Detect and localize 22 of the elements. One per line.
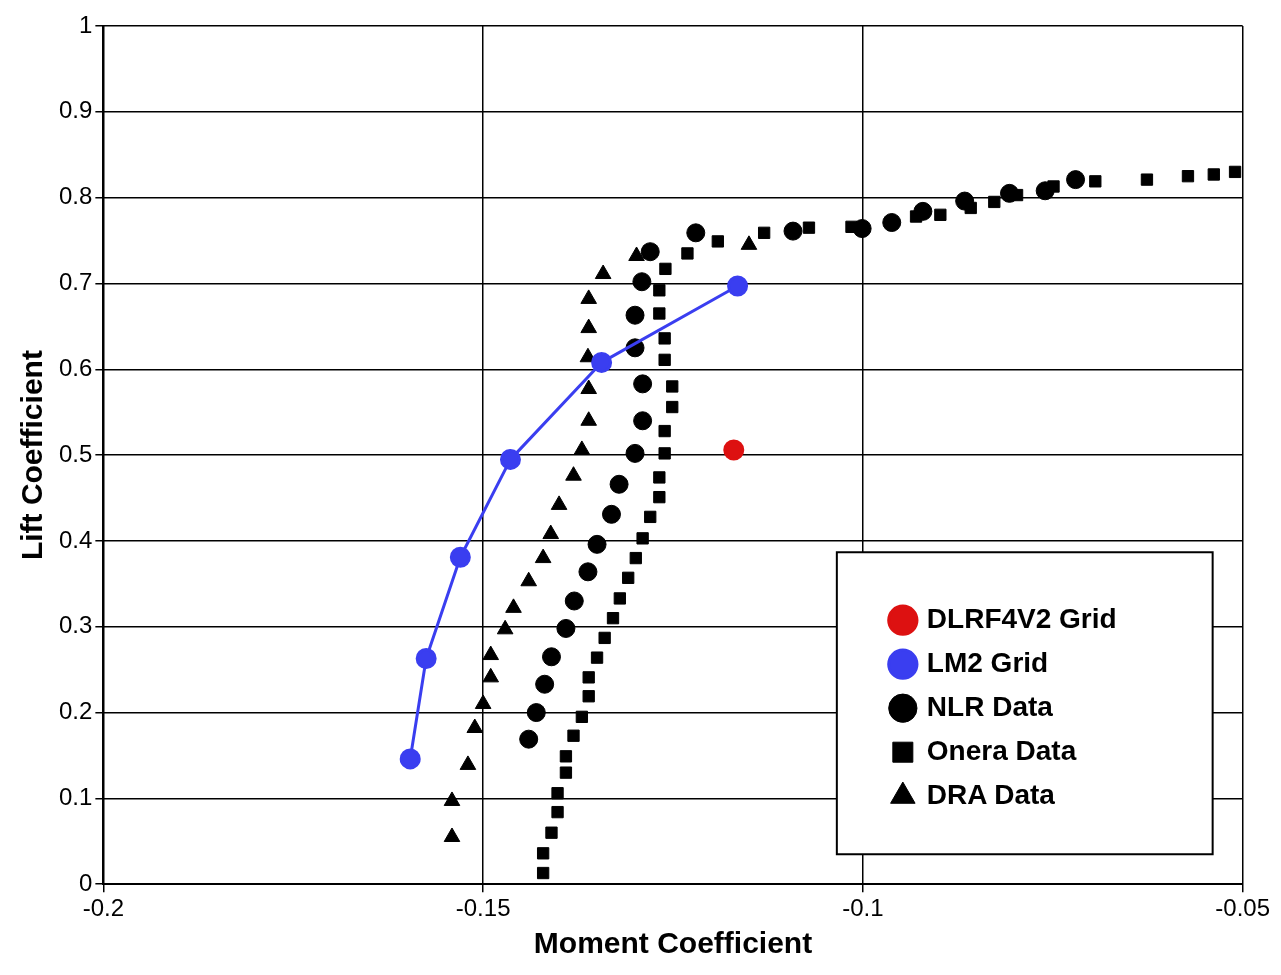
legend-label: DRA Data xyxy=(926,778,1056,810)
y-tick-label: 0.6 xyxy=(58,353,93,381)
y-tick-label: 0.7 xyxy=(58,268,93,296)
x-tick-label: -0.2 xyxy=(82,894,125,922)
x-tick-label: -0.1 xyxy=(842,894,884,922)
y-tick-label: 1 xyxy=(79,10,93,38)
y-axis-title: Lift Coefficient xyxy=(15,350,49,561)
y-tick-label: 0.5 xyxy=(58,439,93,467)
y-tick-label: 0.9 xyxy=(58,96,93,124)
x-tick-label: -0.05 xyxy=(1215,894,1270,922)
legend-label: LM2 Grid xyxy=(926,646,1049,678)
y-tick-label: 0.8 xyxy=(58,182,93,210)
legend-label: NLR Data xyxy=(926,690,1054,722)
legend-label: DLRF4V2 Grid xyxy=(926,602,1117,634)
y-tick-label: 0.3 xyxy=(58,611,93,639)
y-tick-label: 0.2 xyxy=(58,697,93,725)
y-tick-label: 0.1 xyxy=(58,783,93,811)
x-tick-label: -0.15 xyxy=(455,894,511,922)
x-axis-title: Moment Coefficient xyxy=(533,926,813,960)
y-tick-label: 0.4 xyxy=(58,525,93,553)
y-tick-label: 0 xyxy=(79,868,93,896)
legend-label: Onera Data xyxy=(926,734,1077,766)
